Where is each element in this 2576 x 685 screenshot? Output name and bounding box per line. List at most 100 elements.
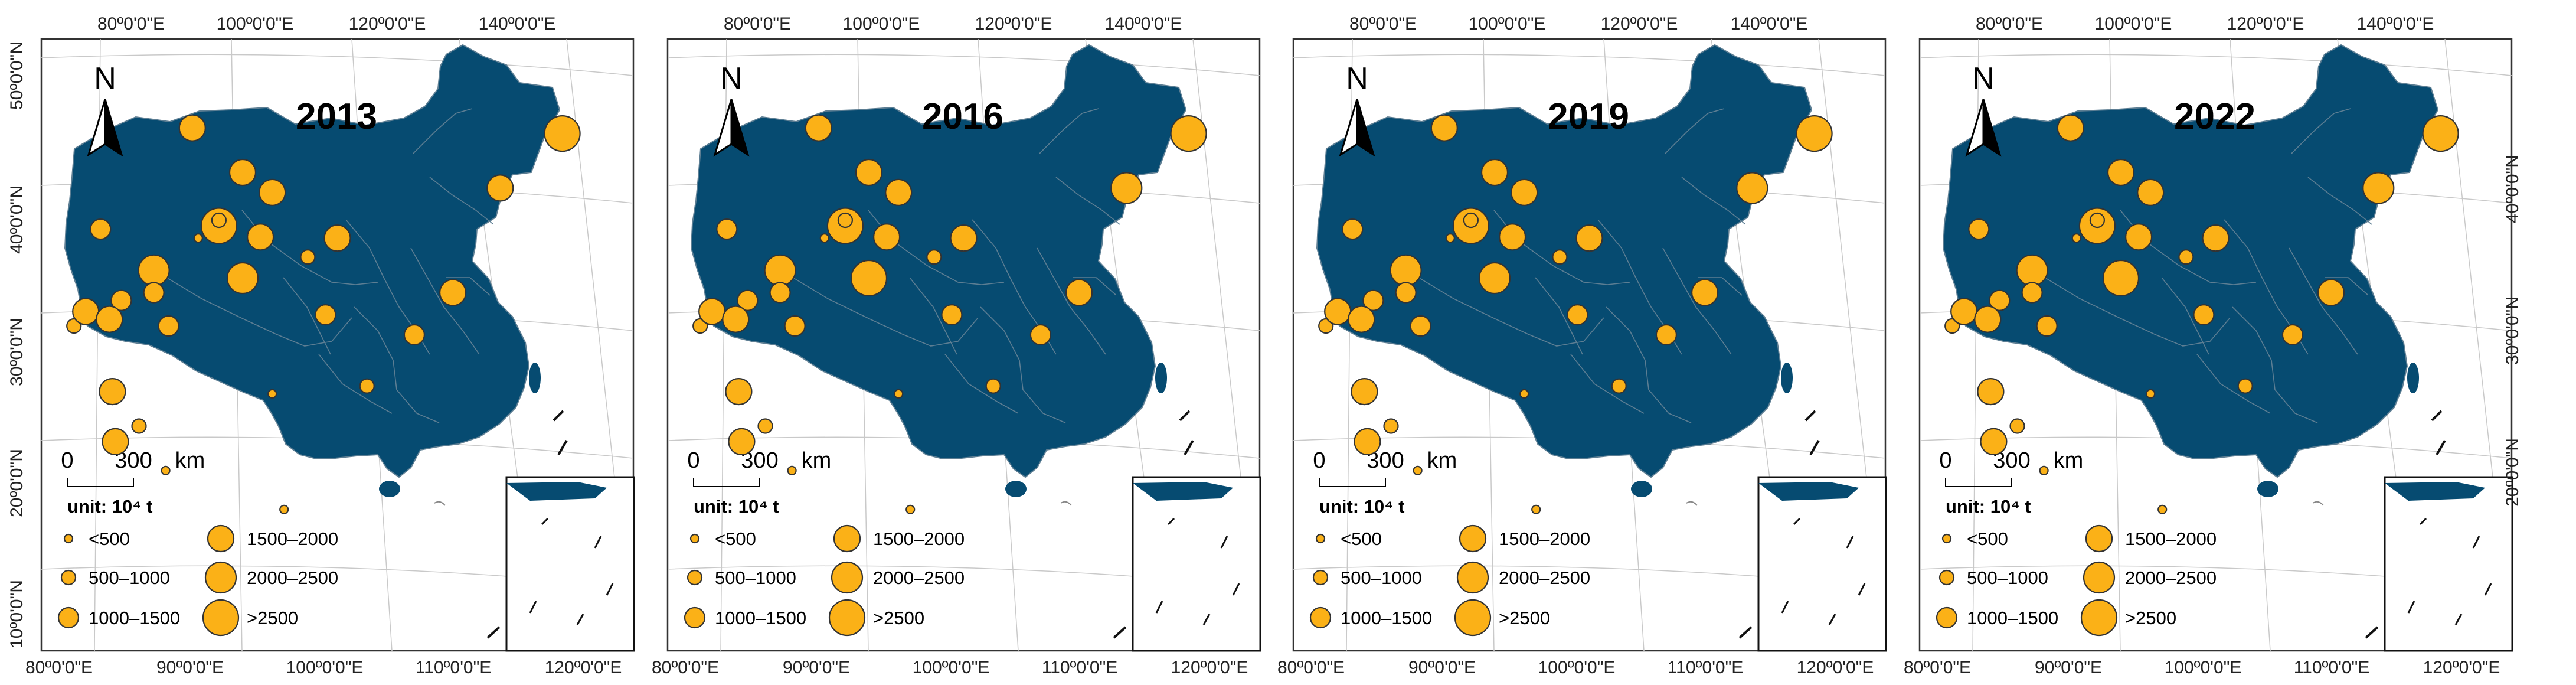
scale-bar: 0 300 km <box>1313 448 1457 487</box>
province-boundary <box>1073 277 1117 296</box>
longitude-label-bottom: 110º0'0"E <box>1042 658 1118 677</box>
province-marker <box>1413 465 1423 476</box>
province-marker <box>769 282 791 304</box>
marker-layer <box>1944 114 2459 514</box>
province-marker <box>1348 305 1375 333</box>
scale-zero: 0 <box>1313 448 1325 473</box>
size-legend: <500 500–1000 1000–1500 1500–2000 2000–2500 >… <box>57 524 338 637</box>
boundary-dash <box>1738 626 1753 639</box>
legend-marker <box>2080 599 2118 637</box>
province-marker <box>985 378 1001 394</box>
latitude-label-left: 20º0'0"N <box>7 449 27 517</box>
legend-label: 500–1000 <box>715 567 796 588</box>
legend-label: 500–1000 <box>89 567 170 588</box>
south-china-sea-inset <box>2384 476 2513 652</box>
legend-marker <box>1454 599 1492 637</box>
legend-label: >2500 <box>2125 608 2176 628</box>
map-year-title: 2022 <box>2174 96 2255 137</box>
map-year-title: 2019 <box>1548 96 1629 137</box>
longitude-label-top: 80º0'0"E <box>724 14 791 34</box>
scale-line <box>693 478 760 487</box>
province-boundary <box>1406 270 1604 347</box>
province-marker <box>1480 158 1509 187</box>
inset-boundary-dash <box>1167 517 1175 526</box>
province-marker <box>72 298 100 325</box>
province-marker <box>1342 218 1364 240</box>
province-marker <box>2071 233 2081 243</box>
legend-marker <box>63 533 74 544</box>
boundary-dash <box>2365 626 2379 639</box>
province-boundary <box>1055 177 1120 225</box>
province-marker <box>1170 115 1207 152</box>
province-marker <box>161 465 171 476</box>
size-legend: <500 500–1000 1000–1500 1500–2000 2000–2500 >… <box>1309 524 1590 637</box>
north-arrow-icon: N <box>1965 61 2002 157</box>
legend-label: <500 <box>1967 529 2008 549</box>
province-boundary <box>1039 108 1099 154</box>
inset-boundary-dash <box>1793 517 1801 526</box>
hainan-island <box>379 481 400 497</box>
province-boundary <box>1037 247 1106 355</box>
legend-label: 2000–2500 <box>1499 567 1590 588</box>
province-marker <box>1499 223 1526 251</box>
inset-frame <box>1132 476 1261 652</box>
province-marker <box>737 289 759 311</box>
province-marker <box>403 324 426 346</box>
longitude-label-top: 140º0'0"E <box>1105 14 1182 34</box>
province-marker <box>1351 377 1378 406</box>
province-marker <box>1519 389 1529 399</box>
province-marker <box>247 223 274 251</box>
longitude-label-bottom: 110º0'0"E <box>1668 658 1744 677</box>
province-marker <box>1736 172 1768 204</box>
longitude-label-top: 80º0'0"E <box>1976 14 2043 34</box>
province-marker <box>819 233 829 243</box>
north-arrow-right <box>104 99 123 157</box>
province-marker <box>90 218 112 240</box>
province-marker <box>2036 315 2058 337</box>
province-boundary <box>944 354 1019 414</box>
province-boundary <box>2161 277 2209 355</box>
legend-label: <500 <box>715 529 756 549</box>
island-outline <box>1686 501 1698 506</box>
unit-label: unit: 10⁴ t <box>67 496 153 517</box>
province-boundary <box>2196 354 2271 414</box>
legend-marker <box>1459 524 1487 553</box>
province-marker <box>1463 212 1479 229</box>
province-marker <box>2178 249 2194 265</box>
province-boundary <box>1665 108 1725 154</box>
longitude-label-bottom: 110º0'0"E <box>416 658 492 677</box>
province-marker <box>2102 259 2140 297</box>
province-marker <box>2422 115 2459 152</box>
longitude-label-bottom: 80º0'0"E <box>1277 658 1345 677</box>
province-marker <box>698 298 726 325</box>
legend-marker <box>833 524 861 553</box>
province-marker <box>359 378 375 394</box>
province-marker <box>226 262 259 295</box>
province-boundary <box>2289 247 2358 355</box>
inset-boundary-dash <box>2472 536 2480 549</box>
province-marker <box>178 114 206 142</box>
province-marker <box>2362 172 2395 204</box>
latitude-label-left: 40º0'0"N <box>7 185 27 254</box>
province-marker <box>1383 418 1399 434</box>
legend-label: 2000–2500 <box>247 567 338 588</box>
legend-label: 1500–2000 <box>873 529 965 549</box>
province-marker <box>1575 224 1603 252</box>
inset-frame <box>2384 476 2513 652</box>
province-marker <box>1395 282 1417 304</box>
province-marker <box>1318 318 1334 334</box>
legend-marker <box>2085 524 2113 553</box>
province-marker <box>805 114 832 142</box>
province-marker <box>486 174 514 202</box>
map-panel-2022: 2022 N 0 300 km unit: 10⁴ t <500 500–1000 1000–1… <box>1878 0 2522 685</box>
map-panel-2019: 2019 N 0 300 km unit: 10⁴ t <500 500–1000 1000–1… <box>1252 0 1896 685</box>
size-legend: <500 500–1000 1000–1500 1500–2000 2000–2500 >… <box>1936 524 2217 637</box>
longitude-label-bottom: 90º0'0"E <box>156 658 224 677</box>
province-marker <box>138 254 170 286</box>
province-marker <box>131 418 147 434</box>
province-marker <box>1796 115 1833 152</box>
province-marker <box>885 178 913 206</box>
north-arrow-icon: N <box>87 61 123 157</box>
